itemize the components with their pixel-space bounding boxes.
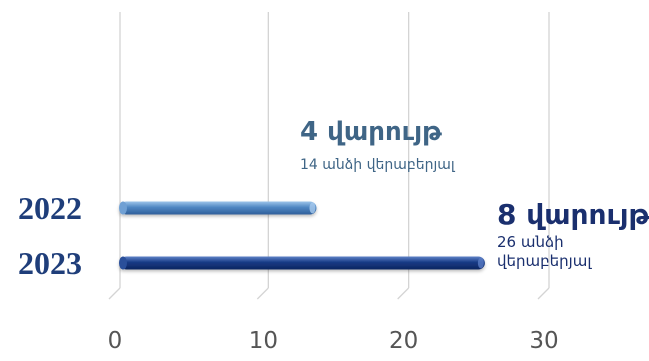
bar-cap-start	[119, 256, 127, 270]
annotation-main: 4 վարույթ	[300, 117, 442, 147]
annotation-sub: 26 անձի	[497, 233, 564, 251]
bar-cap-start	[119, 201, 127, 215]
annotation-main: 8 վարույթ	[497, 198, 649, 231]
x-axis-tick-labels: 0 10 20 30	[108, 328, 559, 354]
annotation-sub: 14 անձի վերաբերյալ	[300, 157, 456, 173]
x-tick-label: 30	[529, 328, 558, 354]
annotations: 4 վարույթ 14 անձի վերաբերյալ 8 վարույթ 26 ա…	[300, 117, 649, 270]
category-label: 2022	[18, 190, 82, 226]
x-tick-label: 20	[389, 328, 418, 354]
bar-2022	[119, 201, 317, 215]
bar-2023	[119, 256, 485, 270]
annotation-2022: 4 վարույթ 14 անձի վերաբերյալ	[300, 117, 456, 173]
gridline-foot-20	[397, 287, 410, 300]
gridlines	[108, 12, 550, 300]
category-labels: 2022 2023	[18, 190, 82, 281]
bar-body	[120, 256, 485, 270]
bar-cap-end	[477, 257, 484, 269]
gridline-foot-10	[256, 287, 269, 300]
annotation-sub: վերաբերյալ	[497, 252, 592, 270]
gridline-foot-0	[108, 287, 121, 300]
x-tick-label: 0	[108, 328, 123, 354]
category-label: 2023	[18, 245, 82, 281]
gridline-foot-30	[537, 287, 550, 300]
bars	[119, 201, 485, 270]
x-tick-label: 10	[249, 328, 278, 354]
bar-body	[120, 201, 317, 215]
bar-cap-end	[309, 202, 316, 214]
